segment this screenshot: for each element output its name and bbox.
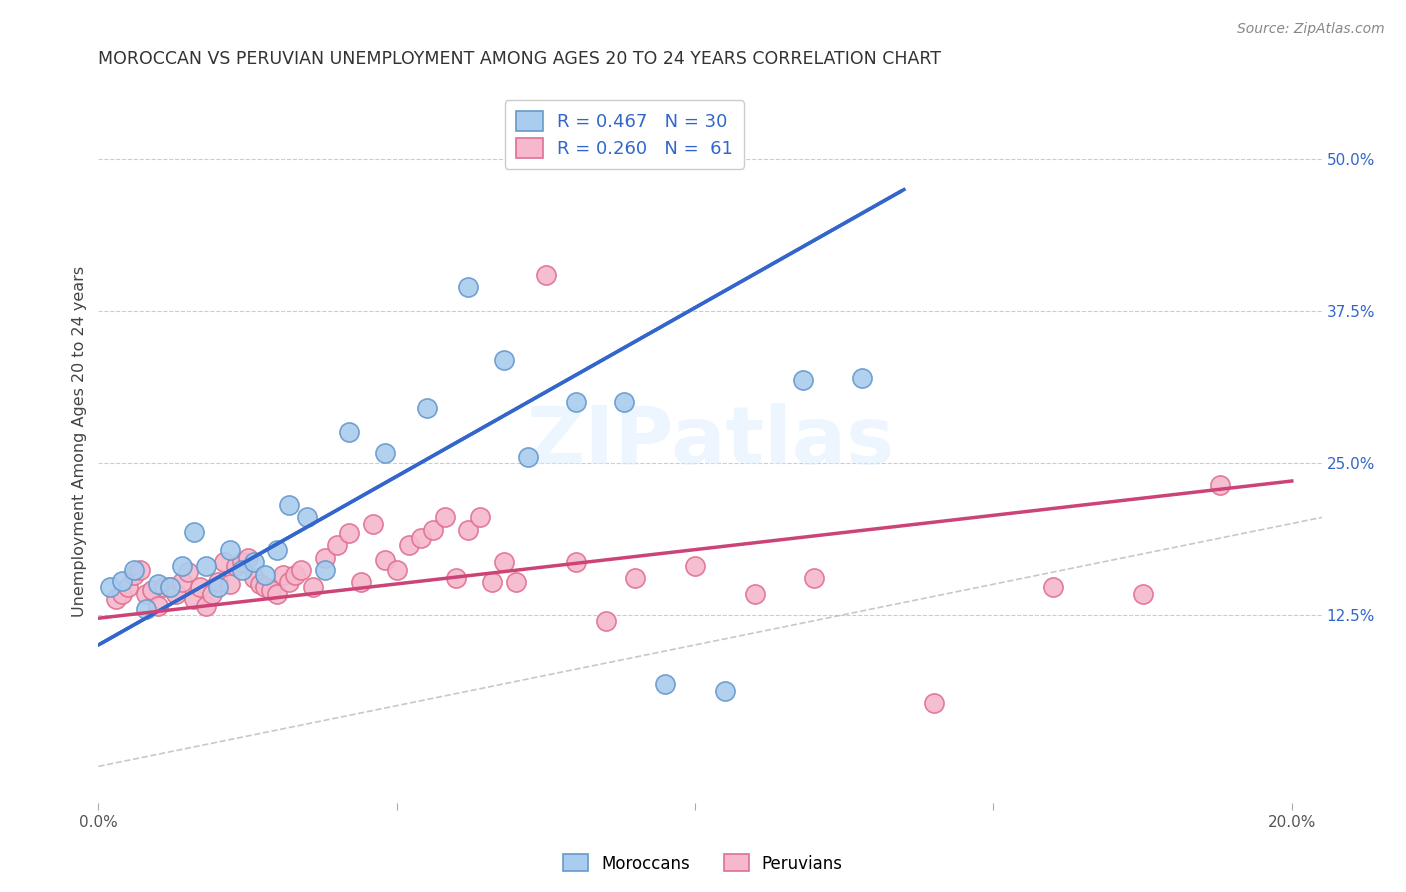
Point (422, 523, 444, 537)
Point (1042, 580, 1064, 594)
Point (141, 583, 163, 598)
Point (714, 684, 737, 698)
Point (433, 510, 456, 524)
Y-axis label: Unemployment Among Ages 20 to 24 years: Unemployment Among Ages 20 to 24 years (72, 266, 87, 617)
Point (117, 580, 139, 594)
Point (236, 550, 259, 565)
Point (624, 571, 647, 585)
Point (470, 510, 492, 524)
Point (290, 563, 312, 577)
Point (242, 555, 264, 569)
Point (266, 543, 288, 558)
Point (1209, 477, 1232, 491)
Point (565, 395, 588, 409)
Point (457, 523, 479, 537)
Point (201, 587, 224, 601)
Point (122, 563, 145, 577)
Point (792, 373, 814, 387)
Point (565, 555, 588, 569)
Point (177, 565, 200, 579)
Point (803, 571, 825, 585)
Point (302, 580, 325, 594)
Point (105, 591, 128, 606)
Point (212, 555, 235, 569)
Point (122, 567, 145, 582)
Point (98, 580, 121, 594)
Point (194, 559, 217, 574)
Point (385, 563, 408, 577)
Point (350, 574, 373, 589)
Point (446, 571, 468, 585)
Point (153, 580, 176, 594)
Text: Source: ZipAtlas.com: Source: ZipAtlas.com (1237, 22, 1385, 37)
Point (457, 279, 479, 293)
Point (314, 563, 336, 577)
Point (517, 450, 540, 464)
Point (254, 567, 277, 582)
Point (146, 599, 169, 613)
Point (337, 425, 360, 440)
Point (337, 526, 360, 541)
Point (218, 543, 240, 558)
Legend: Moroccans, Peruvians: Moroccans, Peruvians (557, 847, 849, 880)
Point (922, 696, 945, 710)
Point (595, 614, 617, 628)
Point (494, 555, 516, 569)
Point (534, 268, 557, 282)
Point (505, 574, 527, 589)
Point (683, 559, 706, 574)
Point (207, 580, 229, 594)
Point (494, 352, 516, 367)
Point (159, 580, 181, 594)
Point (415, 401, 437, 416)
Point (188, 580, 211, 594)
Point (278, 498, 301, 512)
Point (146, 577, 169, 591)
Point (159, 580, 181, 594)
Point (129, 563, 152, 577)
Point (314, 550, 336, 565)
Point (374, 553, 396, 567)
Point (273, 567, 295, 582)
Point (266, 587, 288, 601)
Text: ZIPatlas: ZIPatlas (526, 402, 894, 481)
Point (111, 587, 134, 601)
Point (183, 591, 205, 606)
Point (398, 538, 420, 552)
Point (249, 577, 271, 591)
Point (183, 524, 205, 539)
Point (218, 577, 240, 591)
Point (242, 571, 264, 585)
Point (361, 516, 384, 531)
Point (851, 371, 873, 385)
Point (612, 395, 634, 409)
Point (260, 583, 283, 598)
Point (254, 580, 277, 594)
Point (135, 601, 157, 615)
Point (297, 510, 319, 524)
Point (278, 574, 301, 589)
Point (170, 559, 193, 574)
Point (481, 574, 503, 589)
Point (207, 574, 229, 589)
Point (654, 677, 676, 691)
Point (231, 563, 253, 577)
Point (374, 446, 396, 460)
Text: MOROCCAN VS PERUVIAN UNEMPLOYMENT AMONG AGES 20 TO 24 YEARS CORRELATION CHART: MOROCCAN VS PERUVIAN UNEMPLOYMENT AMONG … (98, 50, 942, 68)
Point (170, 574, 193, 589)
Point (284, 567, 307, 582)
Point (135, 587, 157, 601)
Point (1132, 587, 1154, 601)
Point (111, 574, 134, 588)
Point (231, 555, 253, 569)
Point (225, 559, 247, 574)
Point (409, 531, 432, 545)
Point (194, 599, 217, 613)
Point (165, 587, 187, 601)
Legend: R = 0.467   N = 30, R = 0.260   N =  61: R = 0.467 N = 30, R = 0.260 N = 61 (505, 100, 744, 169)
Point (744, 587, 766, 601)
Point (326, 538, 349, 552)
